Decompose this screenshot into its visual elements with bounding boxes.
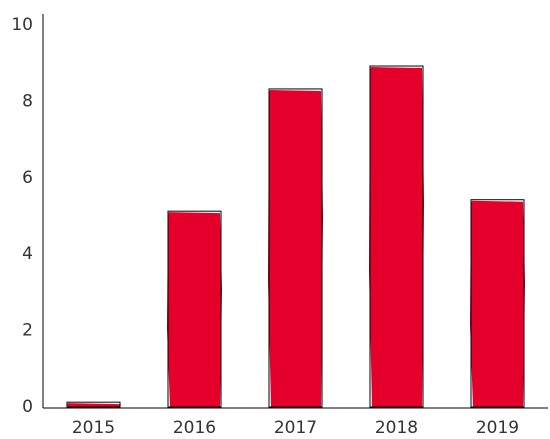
y-tick-label: 8: [22, 91, 33, 111]
axes: [42, 14, 548, 409]
bar-outline: [470, 199, 525, 408]
bars: [66, 65, 525, 408]
bar-fill: [470, 200, 525, 407]
bar: [470, 199, 525, 408]
y-tick-label: 0: [22, 397, 33, 417]
x-tick-label: 2019: [476, 418, 519, 438]
bar-fill: [66, 403, 121, 407]
y-tick-label: 6: [22, 168, 33, 188]
bar-outline: [167, 210, 222, 408]
x-tick-label: 2018: [375, 418, 418, 438]
bar: [268, 88, 323, 408]
bar-fill: [369, 67, 424, 408]
bar: [369, 65, 424, 408]
x-tick-label: 2016: [173, 418, 216, 438]
bar-outline: [66, 401, 121, 408]
y-tick-label: 10: [11, 15, 33, 35]
y-tick-label: 2: [22, 321, 33, 341]
bar-fill: [167, 212, 222, 407]
x-tick-label: 2015: [72, 418, 115, 438]
tick-labels: 0 2 4 6 8 10 2015 2016 2017 2018 2019: [11, 15, 519, 438]
x-tick-label: 2017: [274, 418, 317, 438]
bar-outline: [268, 88, 323, 408]
bar-fill: [268, 89, 323, 407]
bar: [66, 401, 121, 408]
bar: [167, 210, 222, 408]
bar-outline: [369, 65, 424, 408]
y-tick-label: 4: [22, 244, 33, 264]
